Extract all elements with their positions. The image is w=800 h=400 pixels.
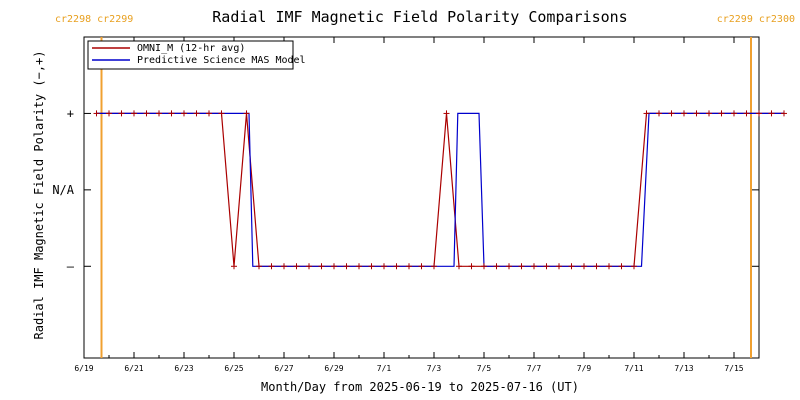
y-tick-label-2: – — [67, 259, 75, 273]
x-tick-label-5: 6/29 — [324, 364, 343, 373]
plot-frame — [83, 36, 760, 359]
legend-box — [87, 40, 294, 70]
chart-title: Radial IMF Magnetic Field Polarity Compa… — [212, 8, 627, 26]
series-line-0 — [96, 112, 784, 267]
x-tick-label-0: 6/19 — [74, 364, 93, 373]
x-tick-label-6: 7/1 — [377, 364, 392, 373]
x-tick-label-11: 7/11 — [624, 364, 643, 373]
x-tick-label-7: 7/3 — [427, 364, 442, 373]
y-tick-label-0: + — [67, 106, 74, 120]
x-tick-label-4: 6/27 — [274, 364, 293, 373]
x-tick-label-2: 6/23 — [174, 364, 193, 373]
series-line-1 — [96, 112, 784, 267]
chart-marks: cr2298 cr2299 cr2299 cr2300 6/19 6/21 6/23 6/… — [52, 14, 795, 373]
carrington-marker-label-0: cr2298 cr2299 — [55, 14, 133, 25]
x-tick-label-8: 7/5 — [477, 364, 492, 373]
x-tick-label-3: 6/25 — [224, 364, 243, 373]
y-tick-label-1: N/A — [52, 183, 74, 197]
legend-label-omni: OMNI_M (12-hr avg) — [137, 43, 245, 54]
carrington-marker-label-1: cr2299 cr2300 — [717, 14, 795, 25]
legend: OMNI_M (12-hr avg) Predictive Science MA… — [87, 40, 306, 70]
x-tick-label-10: 7/9 — [577, 364, 592, 373]
x-tick-label-1: 6/21 — [124, 364, 143, 373]
legend-label-mas: Predictive Science MAS Model — [137, 55, 306, 66]
y-axis-label: Radial IMF Magnetic Field Polarity (−,+) — [32, 51, 46, 340]
x-tick-label-9: 7/7 — [527, 364, 542, 373]
x-tick-label-12: 7/13 — [674, 364, 693, 373]
x-axis-label: Month/Day from 2025-06-19 to 2025-07-16 … — [261, 380, 579, 394]
x-tick-label-13: 7/15 — [724, 364, 743, 373]
